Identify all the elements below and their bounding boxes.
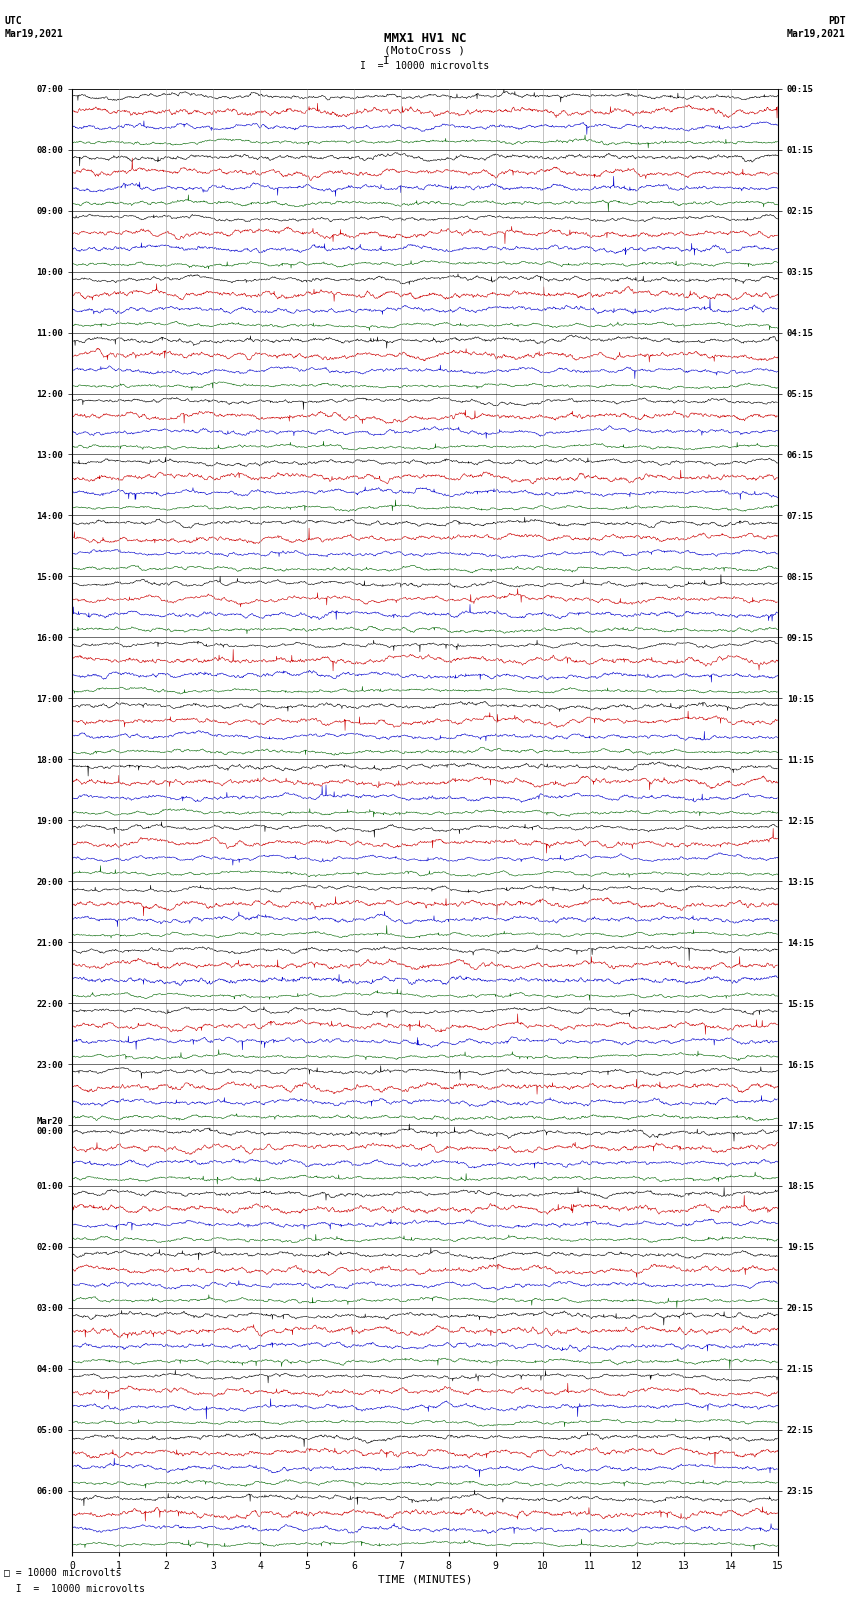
- Text: Mar19,2021: Mar19,2021: [787, 29, 846, 39]
- Text: I: I: [383, 56, 390, 66]
- Text: MMX1 HV1 NC: MMX1 HV1 NC: [383, 32, 467, 45]
- Text: Mar19,2021: Mar19,2021: [4, 29, 63, 39]
- X-axis label: TIME (MINUTES): TIME (MINUTES): [377, 1574, 473, 1586]
- Text: PDT: PDT: [828, 16, 846, 26]
- Text: (MotoCross ): (MotoCross ): [384, 45, 466, 55]
- Text: UTC: UTC: [4, 16, 22, 26]
- Text: □ = 10000 microvolts: □ = 10000 microvolts: [4, 1568, 122, 1578]
- Text: I  =  10000 microvolts: I = 10000 microvolts: [360, 61, 490, 71]
- Text: I  =  10000 microvolts: I = 10000 microvolts: [4, 1584, 145, 1594]
